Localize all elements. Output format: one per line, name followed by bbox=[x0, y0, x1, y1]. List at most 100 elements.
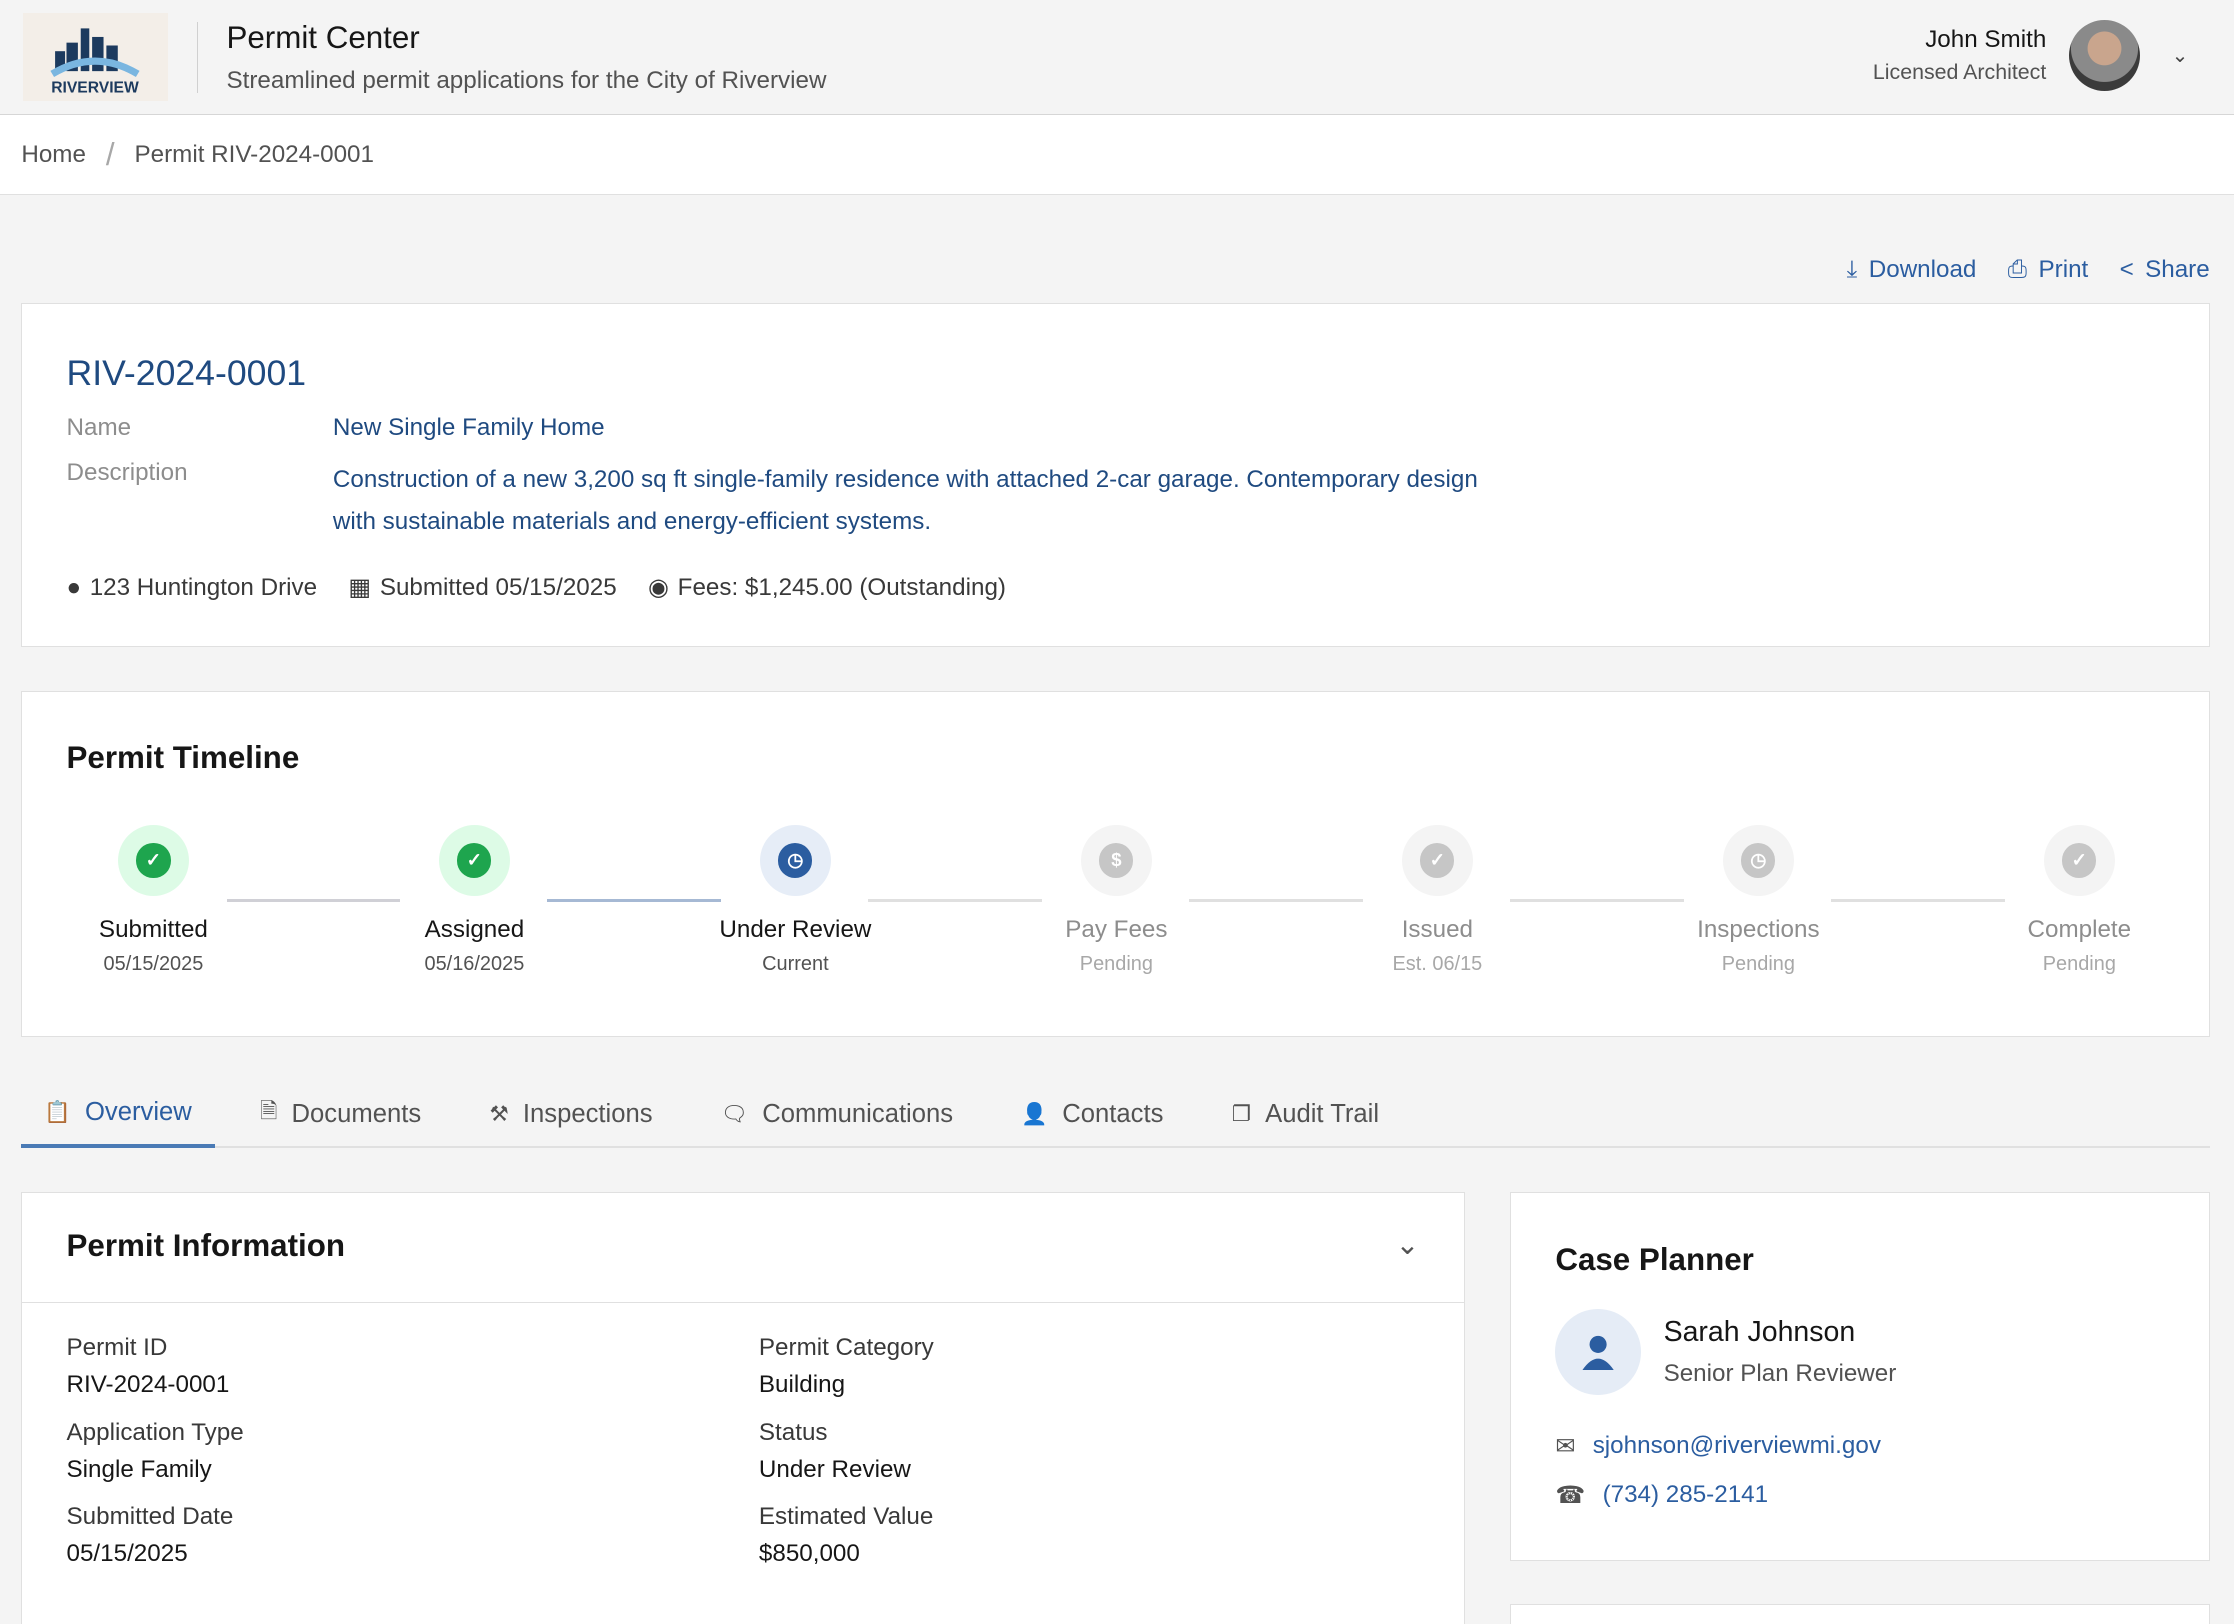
share-label: Share bbox=[2145, 256, 2210, 284]
field-label: Submitted Date bbox=[66, 1503, 234, 1531]
timeline-connector bbox=[1189, 898, 1364, 902]
timeline-connector bbox=[547, 898, 722, 902]
timeline-step: ✓ Issued Est. 06/15 bbox=[1323, 824, 1551, 976]
clock-icon: ◷ bbox=[1741, 843, 1776, 878]
download-icon: ⤓ bbox=[1846, 256, 1858, 284]
timeline-steps: ✓ Submitted 05/15/2025 ✓ Assigned 05/16/2025 ◷… bbox=[67, 824, 2165, 982]
person-icon bbox=[1555, 1309, 1641, 1395]
user-menu[interactable]: John Smith Licensed Architect ⌄ bbox=[1872, 19, 2189, 92]
share-button[interactable]: < Share bbox=[2120, 256, 2210, 284]
timeline-step: ✓ Complete Pending bbox=[1965, 824, 2193, 976]
step-label: Pay Fees bbox=[1065, 916, 1168, 944]
fees: Fees: $1,245.00 (Outstanding) bbox=[677, 573, 1006, 601]
tab-audit-trail[interactable]: ❐ Audit Trail bbox=[1209, 1080, 1402, 1148]
info-field: Estimated Value $850,000 bbox=[759, 1503, 1429, 1568]
clock-icon: ◷ bbox=[778, 843, 813, 878]
app-subtitle: Streamlined permit applications for the … bbox=[226, 66, 827, 94]
field-label: Permit Category bbox=[758, 1334, 934, 1362]
field-value: Under Review bbox=[758, 1455, 911, 1483]
step-status: 05/15/2025 bbox=[103, 952, 204, 975]
timeline-title: Permit Timeline bbox=[66, 740, 300, 776]
print-button[interactable]: ⎙ Print bbox=[2008, 256, 2089, 284]
info-field: Permit Category Building bbox=[759, 1334, 1429, 1399]
breadcrumb-separator: / bbox=[105, 136, 115, 172]
avatar[interactable] bbox=[2069, 19, 2141, 92]
timeline-connector bbox=[226, 898, 401, 902]
timeline-step: ◷ Inspections Pending bbox=[1644, 824, 1872, 976]
city-logo[interactable]: RIVERVIEW bbox=[22, 13, 169, 102]
tab-documents[interactable]: 🗎 Documents bbox=[237, 1080, 444, 1148]
planner-name: Sarah Johnson bbox=[1663, 1315, 1856, 1348]
permit-information-title: Permit Information bbox=[66, 1227, 346, 1263]
step-status: Pending bbox=[1721, 952, 1795, 975]
tab-inspections[interactable]: ⚒ Inspections bbox=[467, 1080, 676, 1148]
copy-icon: ❐ bbox=[1231, 1101, 1251, 1126]
chat-icon: 🗨 bbox=[720, 1101, 748, 1126]
field-value: Single Family bbox=[66, 1455, 212, 1483]
permit-timeline-card: Permit Timeline ✓ Submitted 05/15/2025 ✓ Ass… bbox=[21, 690, 2210, 1038]
check-icon: ✓ bbox=[1420, 843, 1455, 878]
field-value: RIV-2024-0001 bbox=[66, 1371, 230, 1399]
file-icon: 🗎 bbox=[260, 1099, 278, 1124]
field-label: Estimated Value bbox=[758, 1503, 934, 1531]
chevron-down-icon[interactable]: ⌄ bbox=[1395, 1228, 1420, 1261]
planner-phone[interactable]: (734) 285-2141 bbox=[1602, 1481, 1769, 1509]
planner-email[interactable]: sjohnson@riverviewmi.gov bbox=[1592, 1432, 1881, 1460]
chevron-down-icon[interactable]: ⌄ bbox=[2171, 45, 2189, 68]
dollar-icon: ◉ bbox=[648, 574, 670, 602]
permit-summary-card: RIV-2024-0001 Name New Single Family Home… bbox=[21, 303, 2210, 647]
tools-icon: ⚒ bbox=[489, 1101, 509, 1126]
timeline-step: ✓ Assigned 05/16/2025 bbox=[360, 824, 588, 976]
tab-label: Inspections bbox=[522, 1099, 653, 1128]
info-field: Permit ID RIV-2024-0001 bbox=[67, 1334, 759, 1399]
check-icon: ✓ bbox=[457, 843, 492, 878]
tab-overview[interactable]: 📋 Overview bbox=[21, 1080, 215, 1149]
step-label: Assigned bbox=[424, 916, 525, 944]
divider bbox=[196, 21, 198, 93]
tab-contacts[interactable]: 👤 Contacts bbox=[999, 1080, 1187, 1148]
case-planner-card: Case Planner Sarah Johnson Senior Plan Re… bbox=[1510, 1192, 2210, 1562]
app-title: Permit Center bbox=[226, 19, 420, 55]
next-card bbox=[1510, 1604, 2210, 1624]
tab-communications[interactable]: 🗨 Communications bbox=[698, 1080, 976, 1148]
download-button[interactable]: ⤓ Download bbox=[1847, 256, 1977, 284]
print-label: Print bbox=[2038, 256, 2089, 284]
download-label: Download bbox=[1868, 256, 1977, 284]
check-icon: ✓ bbox=[136, 843, 171, 878]
tab-bar: 📋 Overview 🗎 Documents ⚒ Inspections 🗨 Communic… bbox=[21, 1080, 2210, 1149]
info-field: Submitted Date 05/15/2025 bbox=[67, 1503, 759, 1568]
timeline-connector bbox=[1831, 898, 2006, 902]
permit-description: Construction of a new 3,200 sq ft single… bbox=[332, 466, 1478, 535]
case-planner-title: Case Planner bbox=[1555, 1241, 1754, 1277]
dollar-icon: $ bbox=[1099, 843, 1134, 878]
step-status: Current bbox=[762, 952, 829, 975]
timeline-connector bbox=[1510, 898, 1685, 902]
app-header: RIVERVIEW Permit Center Streamlined perm… bbox=[0, 0, 2234, 116]
info-field: Status Under Review bbox=[759, 1419, 1429, 1484]
step-status: 05/16/2025 bbox=[424, 952, 525, 975]
field-label: Status bbox=[758, 1418, 828, 1446]
clipboard-icon: 📋 bbox=[44, 1099, 71, 1124]
step-status: Est. 06/15 bbox=[1392, 952, 1483, 975]
printer-icon: ⎙ bbox=[2007, 256, 2028, 284]
name-label: Name bbox=[66, 413, 132, 441]
user-role: Licensed Architect bbox=[1872, 59, 2047, 84]
check-icon: ✓ bbox=[2062, 843, 2097, 878]
step-status: Pending bbox=[1079, 952, 1153, 975]
description-label: Description bbox=[66, 459, 188, 487]
share-icon: < bbox=[2119, 256, 2134, 284]
tab-label: Contacts bbox=[1062, 1099, 1164, 1128]
tab-label: Overview bbox=[84, 1097, 192, 1126]
timeline-connector bbox=[868, 898, 1043, 902]
step-label: Inspections bbox=[1697, 916, 1820, 944]
svg-text:RIVERVIEW: RIVERVIEW bbox=[52, 80, 140, 97]
tab-label: Communications bbox=[762, 1099, 954, 1128]
calendar-icon: ▦ bbox=[348, 574, 372, 602]
submitted-date: Submitted 05/15/2025 bbox=[379, 573, 617, 601]
user-name: John Smith bbox=[1925, 26, 2047, 54]
breadcrumb-home[interactable]: Home bbox=[21, 140, 86, 168]
field-value: Building bbox=[758, 1371, 846, 1399]
step-label: Issued bbox=[1401, 916, 1474, 944]
timeline-step: ◷ Under Review Current bbox=[681, 824, 909, 976]
breadcrumb-current: Permit RIV-2024-0001 bbox=[134, 140, 374, 168]
